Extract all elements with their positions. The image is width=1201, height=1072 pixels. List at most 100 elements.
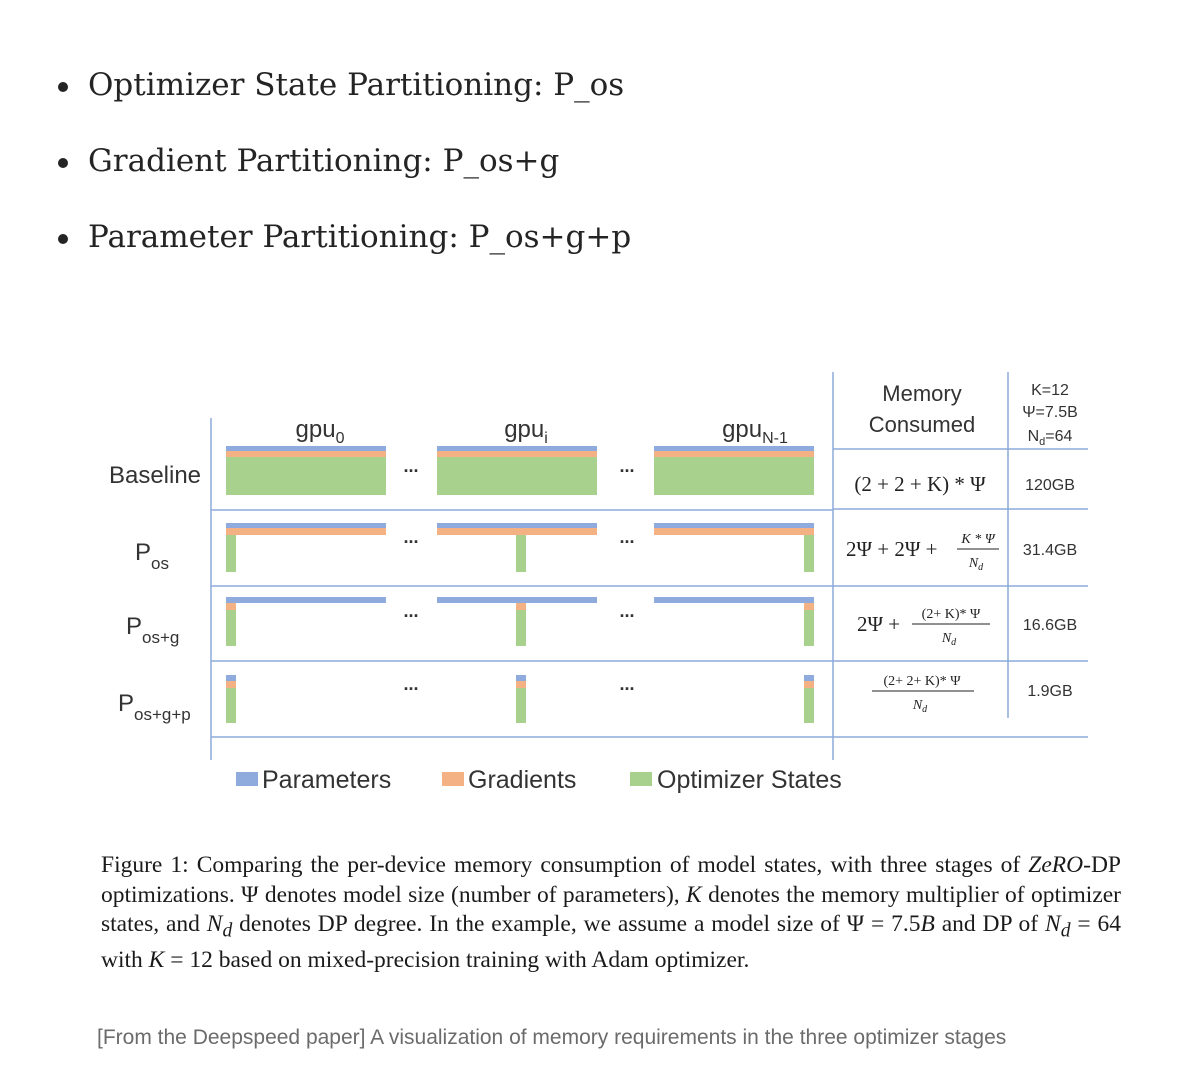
bullet-dot [58,82,68,92]
legend-label-optimizer: Optimizer States [657,766,842,794]
param-nd: Nd=64 [1028,428,1073,448]
caption-text: Figure 1: Comparing the per-device memor… [101,852,1029,878]
optimizer-bar [226,457,386,495]
formula-lead: 2Ψ + 2Ψ + [846,537,937,561]
parameters-bar [654,523,814,528]
param-k: K=12 [1031,382,1069,399]
caption-italic: N [206,911,223,937]
caption-text: and DP of [934,911,1045,937]
ellipsis: ... [619,601,634,621]
gpu-label-n-1: gpuN-1 [722,416,788,447]
posg-bars [226,597,814,646]
formula-posgp: (2+ 2+ K)* Ψ Nd [872,674,974,715]
memory-value-pos: 31.4GB [1023,542,1077,559]
bullet-text: Gradient Partitioning: P_os+g [88,143,560,179]
caption-italic: K [686,881,702,908]
formula-numerator: K * Ψ [960,532,995,547]
bullet-text: Optimizer State Partitioning: P_os [88,67,625,103]
figure-caption: Figure 1: Comparing the per-device memor… [101,851,1121,976]
optimizer-bar [654,457,814,495]
ellipsis: ... [403,527,418,547]
row-label-posg: Pos+g [126,613,179,647]
gradients-bar [226,603,236,610]
posgp-bars [226,675,814,723]
parameters-bar [437,446,597,451]
bullet-list: Optimizer State Partitioning: P_os Gradi… [58,62,631,290]
parameters-bar [226,597,386,603]
ellipsis: ... [619,456,634,476]
gradients-bar [654,451,814,457]
caption-text: denotes the memory multiplier of optimiz… [101,881,1122,938]
formula-baseline: (2 + 2 + K) * Ψ [854,472,986,496]
bullet-dot [58,234,68,244]
optimizer-bar [516,535,526,572]
formula-numerator: (2+ 2+ K)* Ψ [883,674,961,689]
gradients-bar [804,603,814,610]
parameters-bar [226,446,386,451]
formula-denominator: Nd [912,698,928,715]
legend-swatch-gradients [442,772,464,786]
gradients-bar [516,603,526,610]
optimizer-bar [804,535,814,572]
row-label-posgp: Pos+g+p [118,690,191,724]
optimizer-bar [437,457,597,495]
formula-lead: 2Ψ + [857,612,900,636]
caption-text: = 12 based on mixed-precision training w… [164,947,750,974]
baseline-bars [226,446,814,495]
formula-denominator: Nd [968,556,984,573]
gradients-bar [226,528,386,535]
bullet-text: Parameter Partitioning: P_os+g+p [88,219,632,255]
memory-value-posgp: 1.9GB [1027,683,1072,700]
caption-text: = 64 with [101,911,1121,974]
gradients-bar [226,681,236,688]
parameters-bar [654,597,814,603]
legend-swatch-parameters [236,772,258,786]
optimizer-bar [226,688,236,723]
bullet-item: Optimizer State Partitioning: P_os [58,62,631,138]
legend-swatch-optimizer [630,772,652,786]
caption-text: -DP optimizations. Ψ denotes model size … [101,852,1121,908]
caption-italic: ZeRO [1028,852,1084,878]
row-label-pos: Pos [135,539,169,573]
ellipsis: ... [403,601,418,621]
formula-posg: 2Ψ + (2+ K)* Ψ Nd [857,607,990,648]
bullet-item: Gradient Partitioning: P_os+g [58,138,631,214]
gradients-bar [226,451,386,457]
memory-value-baseline: 120GB [1025,477,1075,494]
parameters-bar [654,446,814,451]
memory-header-line2: Consumed [869,412,975,437]
optimizer-bar [226,535,236,572]
caption-italic: K [148,947,165,974]
parameters-bar [516,675,526,681]
memory-value-posg: 16.6GB [1023,617,1077,634]
caption-italic: B [920,911,935,937]
row-label-baseline: Baseline [109,462,201,489]
caption-italic: d [222,920,233,942]
gradients-bar [804,681,814,688]
legend-label-gradients: Gradients [468,766,576,794]
parameters-bar [437,523,597,528]
gradients-bar [437,451,597,457]
optimizer-bar [516,610,526,646]
caption-italic: N [1045,911,1061,937]
bullet-item: Parameter Partitioning: P_os+g+p [58,214,631,290]
pos-bars [226,523,814,572]
bullet-dot [58,158,68,168]
ellipsis: ... [619,527,634,547]
ellipsis: ... [403,456,418,476]
legend: Parameters Gradients Optimizer States [236,766,842,794]
image-source-caption: [From the Deepspeed paper] A visualizati… [97,1026,1007,1049]
gpu-label-i: gpui [504,416,548,447]
gradients-bar [437,528,597,535]
optimizer-bar [516,688,526,723]
parameters-bar [437,597,597,603]
parameters-bar [226,523,386,528]
diagram-grid [210,372,1088,760]
memory-header-line1: Memory [882,381,961,406]
gradients-bar [516,681,526,688]
formula-denominator: Nd [941,631,957,648]
caption-text: denotes DP degree. In the example, we as… [232,911,921,937]
ellipsis: ... [403,674,418,694]
optimizer-bar [226,610,236,646]
ellipsis: ... [619,674,634,694]
